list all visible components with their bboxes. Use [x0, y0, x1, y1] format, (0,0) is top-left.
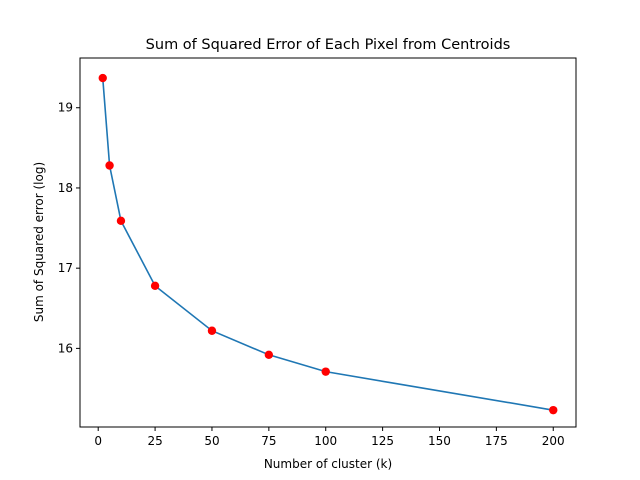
x-tick-label: 50 [204, 434, 219, 448]
y-tick-label: 18 [58, 181, 73, 195]
chart-title: Sum of Squared Error of Each Pixel from … [146, 37, 511, 53]
ticks: 0 25 50 75 100 125 150 175 200 16 17 18 19 [58, 101, 565, 448]
y-tick-label: 16 [58, 341, 73, 355]
x-tick-label: 125 [371, 434, 394, 448]
data-point [321, 367, 330, 376]
x-tick-label: 25 [147, 434, 162, 448]
x-tick-label: 175 [485, 434, 508, 448]
x-tick-label: 75 [261, 434, 276, 448]
x-axis-label: Number of cluster (k) [264, 457, 392, 471]
plot-frame [79, 57, 577, 428]
series-line [101, 77, 554, 411]
data-point [264, 350, 274, 360]
data-point [549, 405, 558, 415]
data-point [207, 326, 217, 335]
data-point [116, 216, 126, 226]
x-tick-label: 100 [314, 434, 337, 448]
y-tick-label: 17 [58, 261, 73, 275]
plot-series [98, 73, 558, 415]
data-point [98, 73, 107, 83]
x-tick-label: 200 [542, 434, 565, 448]
x-tick-label: 150 [428, 434, 451, 448]
data-point [150, 281, 160, 291]
data-point [105, 161, 114, 170]
y-axis-label: Sum of Squared error (log) [32, 162, 46, 322]
y-tick-label: 19 [58, 101, 73, 115]
x-tick-label: 0 [94, 434, 102, 448]
